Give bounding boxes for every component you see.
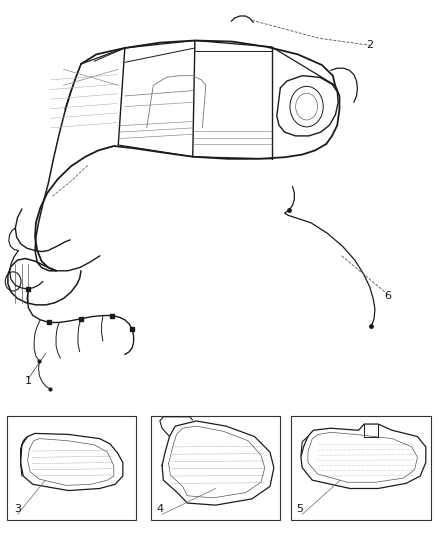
- Bar: [7, 416, 136, 520]
- Text: 6: 6: [384, 291, 391, 301]
- Text: 3: 3: [14, 504, 21, 514]
- Text: 2: 2: [367, 41, 374, 50]
- Text: 4: 4: [156, 504, 163, 514]
- Bar: [291, 416, 431, 520]
- Text: 5: 5: [297, 504, 304, 514]
- Text: 1: 1: [25, 376, 32, 386]
- Bar: [151, 416, 280, 520]
